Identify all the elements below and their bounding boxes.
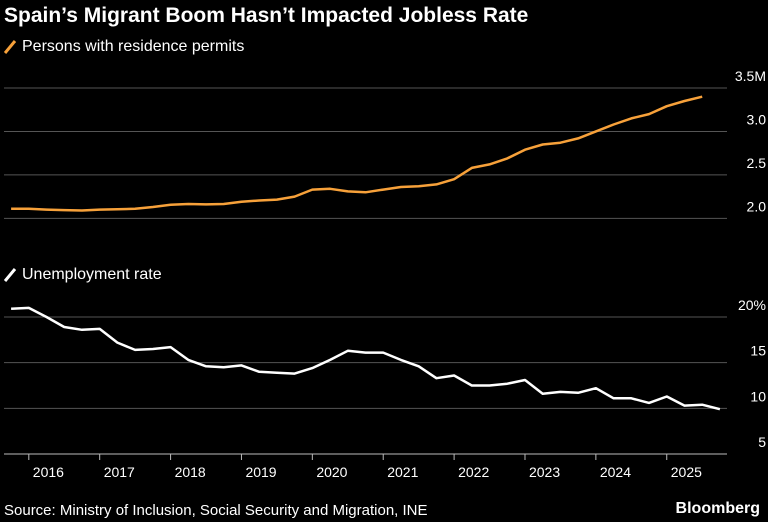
x-tick-label-8: 2024 xyxy=(600,464,631,480)
bloomberg-logo: Bloomberg xyxy=(675,500,760,517)
x-tick-label-4: 2020 xyxy=(316,464,347,480)
x-tick-label-7: 2023 xyxy=(529,464,560,480)
permits-series-line xyxy=(11,95,703,212)
unemployment-y-tick-label-2: 15 xyxy=(750,343,766,359)
x-tick-label-2: 2018 xyxy=(175,464,206,480)
x-axis-ticks: 2016 2017 2018 2019 2020 2021 2022 2023 2024 2025 xyxy=(28,454,702,480)
legend-unemployment-label: Unemployment rate xyxy=(22,266,162,283)
permits-y-tick-label-1: 2.5 xyxy=(747,155,767,171)
permits-y-tick-label-3: 3.5M xyxy=(735,68,766,84)
unemployment-series-line xyxy=(11,306,721,411)
x-tick-label-0: 2016 xyxy=(33,464,64,480)
unemployment-y-tick-label-3: 20% xyxy=(738,297,766,313)
permits-y-ticks: 2.0 2.5 3.0 3.5M xyxy=(735,68,766,214)
legend-unemployment-swatch-icon xyxy=(4,268,16,282)
x-tick-label-6: 2022 xyxy=(458,464,489,480)
chart-title: Spain’s Migrant Boom Hasn’t Impacted Job… xyxy=(4,4,529,27)
legend-permits: Persons with residence permits xyxy=(4,38,244,56)
x-tick-label-1: 2017 xyxy=(104,464,135,480)
unemployment-y-tick-label-1: 10 xyxy=(750,388,766,404)
unemployment-y-ticks: 5 10 15 20% xyxy=(738,297,766,450)
permits-y-tick-label-2: 3.0 xyxy=(747,111,767,127)
legend-unemployment: Unemployment rate xyxy=(4,266,162,284)
x-tick-label-5: 2021 xyxy=(387,464,418,480)
legend-permits-swatch-icon xyxy=(4,40,16,54)
permits-gridlines xyxy=(4,87,727,219)
legend-permits-label: Persons with residence permits xyxy=(22,38,245,55)
x-tick-label-3: 2019 xyxy=(245,464,276,480)
x-tick-label-9: 2025 xyxy=(671,464,702,480)
source-note: Source: Ministry of Inclusion, Social Se… xyxy=(4,502,428,519)
permits-y-tick-label-0: 2.0 xyxy=(747,198,767,214)
unemployment-y-tick-label-0: 5 xyxy=(758,434,766,450)
